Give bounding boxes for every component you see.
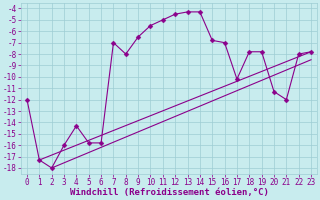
X-axis label: Windchill (Refroidissement éolien,°C): Windchill (Refroidissement éolien,°C) [69,188,268,197]
